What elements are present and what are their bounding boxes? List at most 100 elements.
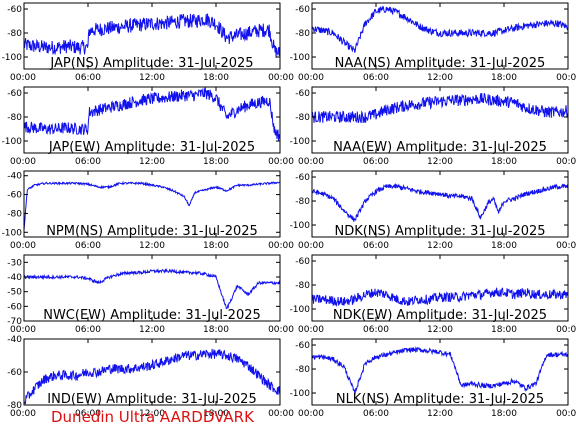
x-tick-label: 06:00 <box>363 241 389 251</box>
x-tick-label: 06:00 <box>363 409 389 419</box>
x-tick-label: 18:00 <box>203 409 229 419</box>
x-tick-label: 12:00 <box>427 409 453 419</box>
y-tick-label: -80 <box>295 281 310 291</box>
x-tick-label: 00:00 <box>268 409 294 419</box>
x-tick-label: 06:00 <box>363 157 389 167</box>
x-tick-label: 00:00 <box>268 157 294 167</box>
x-tick-label: 00:00 <box>298 73 324 83</box>
y-tick-label: -100 <box>2 137 23 147</box>
panel-title: NAA(NS) Amplitude: 31-Jul-2025 <box>335 56 546 71</box>
y-tick-label: -40 <box>7 335 22 345</box>
x-tick-label: 12:00 <box>139 409 165 419</box>
y-tick-label: -80 <box>7 401 22 411</box>
y-tick-label: -60 <box>295 341 310 351</box>
x-tick-label: 00:00 <box>10 241 36 251</box>
y-tick-label: -100 <box>290 221 311 231</box>
x-tick-label: 12:00 <box>139 241 165 251</box>
trace-line <box>24 180 280 231</box>
x-tick-label: 06:00 <box>363 73 389 83</box>
panel-10: -60 -80 -100 00:00 06:00 12:00 18:00 00:00 NLK(N… <box>290 338 576 419</box>
footer-label: Dunedin Ultra AARDDVARK <box>51 408 254 426</box>
panel-title: JAP(EW) Amplitude: 31-Jul-2025 <box>48 140 255 155</box>
panel-title: NDK(NS) Amplitude: 31-Jul-2025 <box>334 224 545 239</box>
x-tick-label: 18:00 <box>491 409 517 419</box>
x-tick-label: 18:00 <box>203 325 229 335</box>
y-tick-label: -100 <box>290 305 311 315</box>
x-tick-label: 18:00 <box>491 325 517 335</box>
x-tick-label: 18:00 <box>203 157 229 167</box>
x-tick-label: 18:00 <box>491 241 517 251</box>
panel-3: -60 -80 -100 00:00 06:00 12:00 18:00 00:00 JAP(E… <box>2 86 294 167</box>
trace-line <box>312 346 568 395</box>
trace-line <box>312 287 568 308</box>
y-tick-label: -60 <box>7 5 22 15</box>
x-tick-label: 00:00 <box>556 157 576 167</box>
panel-title: NWC(EW) Amplitude: 31-Jul-2025 <box>43 308 261 323</box>
x-tick-label: 06:00 <box>75 157 101 167</box>
x-tick-label: 00:00 <box>298 241 324 251</box>
x-tick-label: 12:00 <box>427 73 453 83</box>
x-tick-label: 00:00 <box>268 241 294 251</box>
trace-line <box>24 267 280 310</box>
x-tick-label: 00:00 <box>556 325 576 335</box>
panel-title: NPM(NS) Amplitude: 31-Jul-2025 <box>46 224 258 239</box>
x-tick-label: 18:00 <box>491 73 517 83</box>
panel-title: IND(EW) Amplitude: 31-Jul-2025 <box>47 392 256 407</box>
y-tick-label: -30 <box>7 258 22 268</box>
x-tick-label: 00:00 <box>298 325 324 335</box>
y-tick-label: -100 <box>290 53 311 63</box>
x-tick-label: 06:00 <box>75 409 101 419</box>
y-tick-label: -100 <box>290 137 311 147</box>
trace-line <box>312 93 568 124</box>
x-tick-label: 00:00 <box>10 157 36 167</box>
x-tick-label: 18:00 <box>491 157 517 167</box>
y-tick-label: -100 <box>2 53 23 63</box>
y-tick-label: -60 <box>295 173 310 183</box>
panel-4: -60 -80 -100 00:00 06:00 12:00 18:00 00:00 NAA(E… <box>290 86 576 167</box>
x-tick-label: 18:00 <box>203 241 229 251</box>
y-tick-label: -80 <box>7 29 22 39</box>
x-tick-label: 00:00 <box>10 409 36 419</box>
y-tick-label: -80 <box>7 209 22 219</box>
trace-line <box>312 182 568 222</box>
y-tick-label: -80 <box>295 113 310 123</box>
y-tick-label: -60 <box>295 89 310 99</box>
y-tick-label: -60 <box>7 302 22 312</box>
y-tick-label: -80 <box>295 197 310 207</box>
x-tick-label: 12:00 <box>427 241 453 251</box>
panel-title: JAP(NS) Amplitude: 31-Jul-2025 <box>49 56 253 71</box>
panel-title: NAA(EW) Amplitude: 31-Jul-2025 <box>333 140 547 155</box>
x-tick-label: 12:00 <box>139 73 165 83</box>
panel-title: NDK(EW) Amplitude: 31-Jul-2025 <box>333 308 547 323</box>
x-tick-label: 00:00 <box>556 409 576 419</box>
x-tick-label: 06:00 <box>75 241 101 251</box>
y-tick-label: -40 <box>7 273 22 283</box>
x-tick-label: 06:00 <box>363 325 389 335</box>
y-tick-label: -60 <box>7 191 22 201</box>
panel-8: -60 -80 -100 00:00 06:00 12:00 18:00 00:00 NDK(E… <box>290 254 576 335</box>
panel-1: -60 -80 -100 00:00 06:00 12:00 18:00 00:00 JAP(N… <box>2 2 294 83</box>
x-tick-label: 12:00 <box>139 325 165 335</box>
x-tick-label: 00:00 <box>298 409 324 419</box>
panel-title: NLK(NS) Amplitude: 31-Jul-2025 <box>336 392 544 407</box>
panel-2: -60 -80 -100 00:00 06:00 12:00 18:00 00:00 NAA(N… <box>290 2 576 83</box>
x-tick-label: 12:00 <box>139 157 165 167</box>
x-tick-label: 00:00 <box>298 157 324 167</box>
x-tick-label: 00:00 <box>556 73 576 83</box>
trace-line <box>24 348 280 405</box>
y-tick-label: -80 <box>295 29 310 39</box>
y-tick-label: -60 <box>295 257 310 267</box>
x-tick-label: 06:00 <box>75 73 101 83</box>
trace-line <box>24 87 280 141</box>
y-tick-label: -40 <box>7 172 22 182</box>
x-tick-label: 00:00 <box>10 73 36 83</box>
x-tick-label: 00:00 <box>268 73 294 83</box>
y-tick-label: -60 <box>7 89 22 99</box>
trace-line <box>312 5 568 53</box>
y-tick-label: -50 <box>7 288 22 298</box>
y-tick-label: -60 <box>7 368 22 378</box>
panel-6: -60 -80 -100 00:00 06:00 12:00 18:00 00:00 NDK(N… <box>290 170 576 251</box>
